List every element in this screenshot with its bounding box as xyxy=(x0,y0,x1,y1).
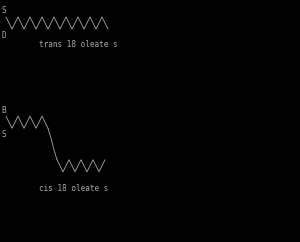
Text: S: S xyxy=(2,130,6,139)
Text: D: D xyxy=(2,30,6,40)
Text: cis 18 oleate s: cis 18 oleate s xyxy=(39,184,108,193)
Text: trans 18 oleate s: trans 18 oleate s xyxy=(39,40,118,49)
Text: B: B xyxy=(2,106,6,115)
Text: S: S xyxy=(2,6,6,15)
